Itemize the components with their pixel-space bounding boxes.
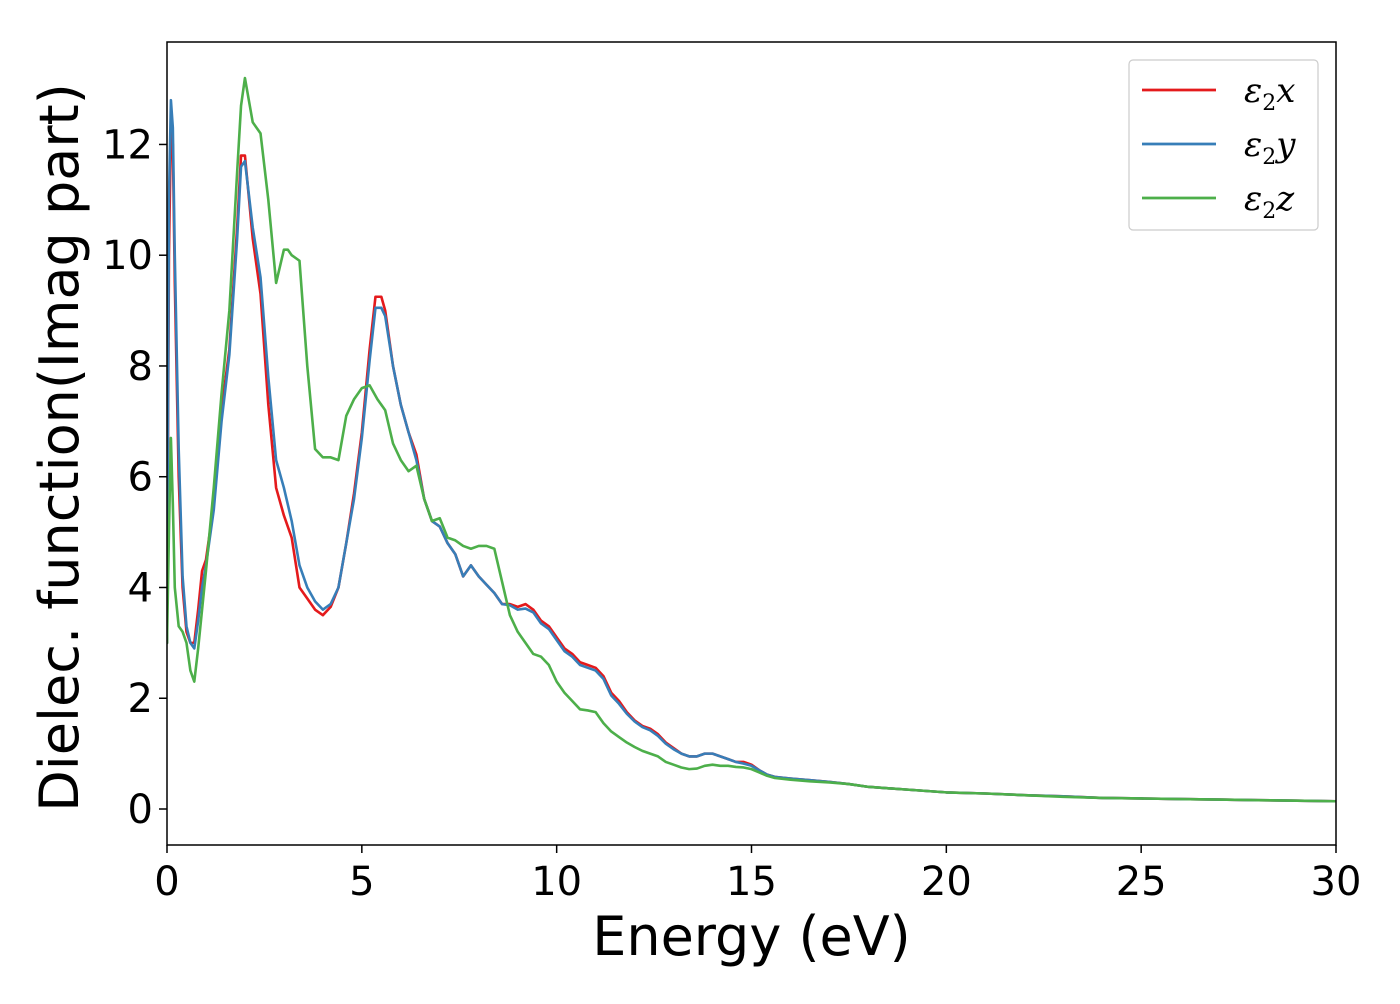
y-tick-label: 10 bbox=[102, 233, 153, 279]
y-tick-label: 8 bbox=[128, 344, 153, 390]
legend-subscript: 2 bbox=[1262, 199, 1276, 224]
legend-box bbox=[1128, 59, 1319, 231]
legend-suffix: z bbox=[1275, 179, 1295, 219]
y-tick-label: 12 bbox=[102, 122, 153, 168]
x-tick-label: 10 bbox=[531, 859, 582, 905]
series-line-z bbox=[167, 76, 1336, 803]
x-tick-label: 25 bbox=[1116, 859, 1167, 905]
legend-label-z: ε2z bbox=[1244, 179, 1295, 224]
y-tick-label: 4 bbox=[128, 565, 153, 611]
y-tick-label: 0 bbox=[128, 787, 153, 833]
series-lines bbox=[167, 76, 1336, 803]
y-tick-label: 6 bbox=[128, 455, 153, 501]
y-axis-label: Dielec. function(Imag part) bbox=[28, 83, 91, 812]
legend-suffix: y bbox=[1274, 125, 1296, 165]
legend-subscript: 2 bbox=[1262, 145, 1276, 170]
y-tick-label: 2 bbox=[128, 676, 153, 722]
x-tick-label: 5 bbox=[349, 859, 374, 905]
x-axis-label: Energy (eV) bbox=[592, 905, 911, 968]
x-tick-label: 15 bbox=[726, 859, 777, 905]
legend-label-x: ε2x bbox=[1244, 71, 1295, 116]
legend-subscript: 2 bbox=[1262, 91, 1276, 116]
x-tick-label: 20 bbox=[921, 859, 972, 905]
legend-suffix: x bbox=[1276, 71, 1295, 111]
legend-symbol: ε bbox=[1244, 125, 1262, 165]
x-tick-label: 0 bbox=[154, 859, 179, 905]
legend-symbol: ε bbox=[1244, 71, 1262, 111]
x-tick-label: 30 bbox=[1311, 859, 1362, 905]
axis-ticks: 0 5 10 15 20 25 30 0 2 4 6 8 10 12 bbox=[102, 122, 1361, 905]
legend-symbol: ε bbox=[1244, 179, 1262, 219]
legend-label-y: ε2y bbox=[1244, 125, 1296, 170]
